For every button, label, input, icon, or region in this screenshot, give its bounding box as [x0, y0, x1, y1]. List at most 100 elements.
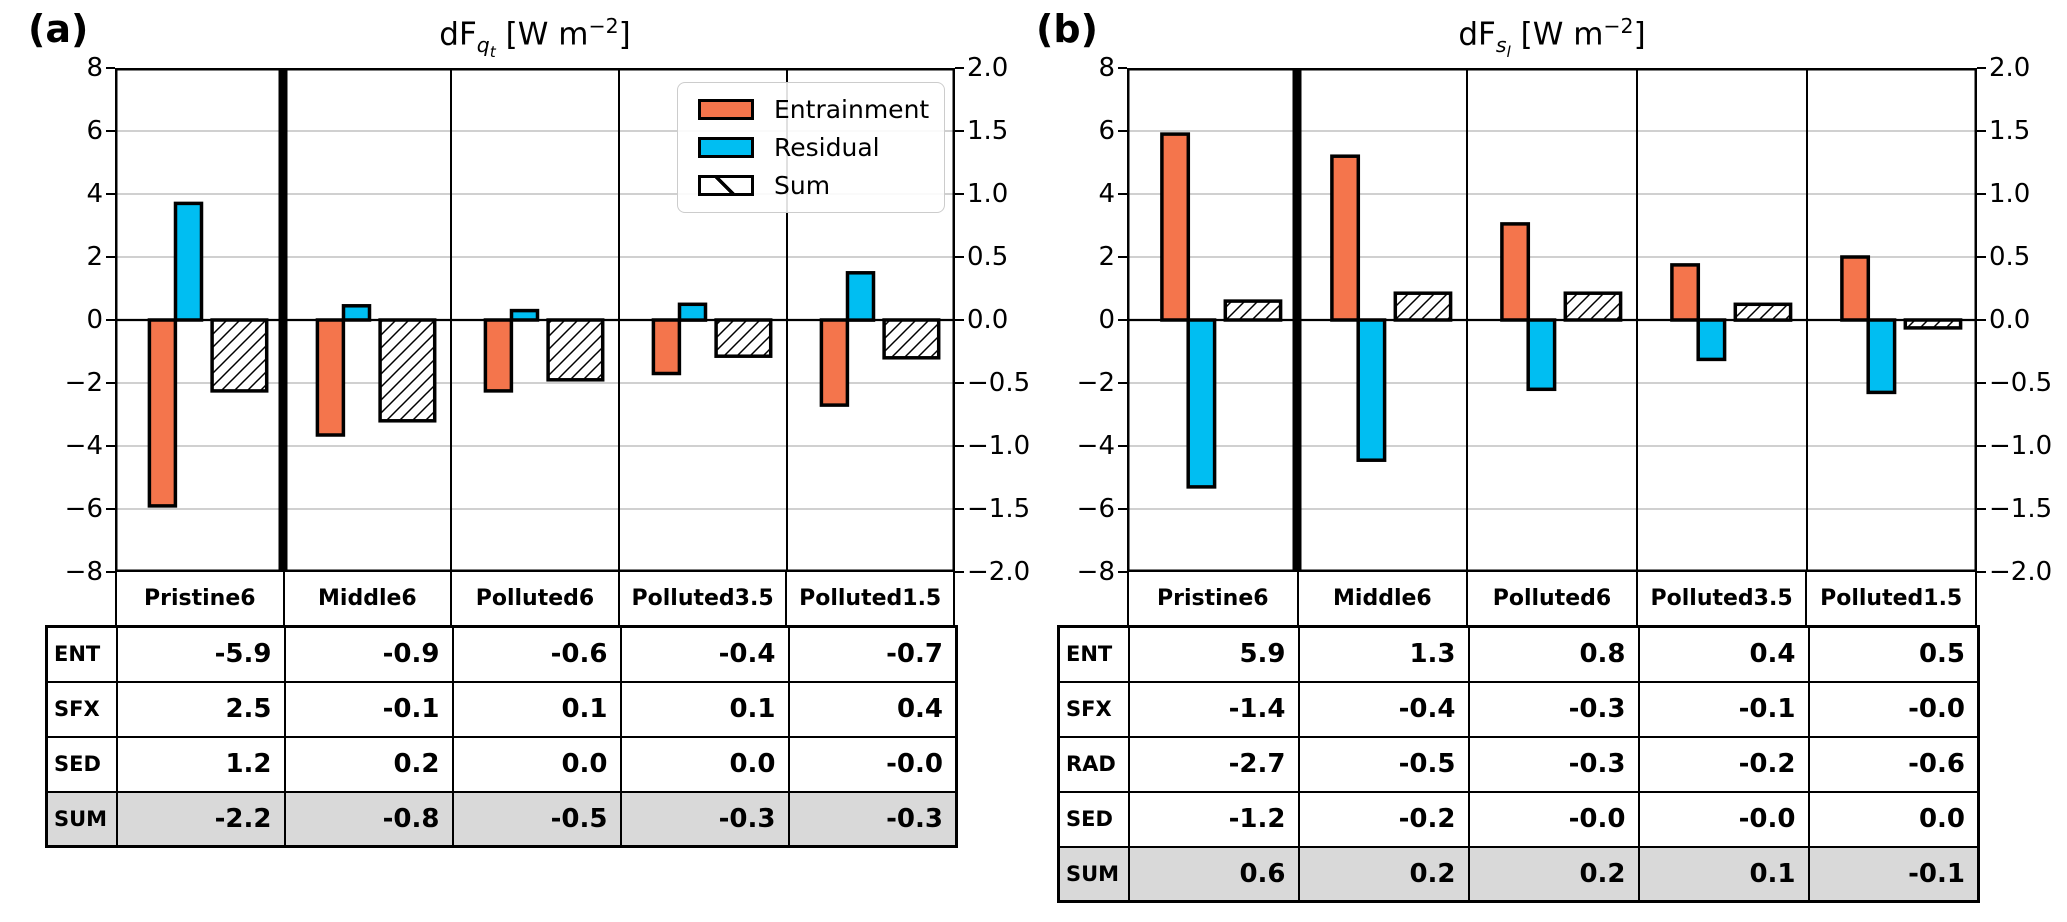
y-axis-tick-label-right: 0.5	[967, 242, 1009, 272]
category-label-polluted3.5: Polluted3.5	[1638, 572, 1808, 625]
value-cell-sum-middle6: -0.8	[283, 790, 454, 848]
title-units: [W m	[1510, 16, 1604, 53]
category-label-middle6: Middle6	[1299, 572, 1469, 625]
category-label-polluted6: Polluted6	[1468, 572, 1638, 625]
y-axis-tick-label-right: −1.5	[1989, 494, 2053, 524]
column-separator	[1466, 68, 1468, 572]
plot-frame	[115, 68, 955, 572]
category-label-polluted6: Polluted6	[452, 572, 620, 625]
bar-residual-polluted1.5	[845, 271, 876, 322]
title-exponent: −2	[588, 14, 619, 38]
y-axis-tick-mark	[955, 571, 964, 573]
y-axis-tick-label-right: 0.0	[1989, 305, 2031, 335]
y-axis-tick-label-right: −1.0	[1989, 431, 2053, 461]
value-cell-sed-polluted6: -0.0	[1467, 790, 1640, 848]
row-label: SFX	[1057, 680, 1130, 738]
y-axis-tick-label-left: 2	[86, 242, 103, 272]
value-cell-sfx-polluted3.5: 0.1	[619, 680, 790, 738]
bar-entrainment-polluted6	[1500, 222, 1531, 322]
y-axis-tick-label-left: 8	[1098, 53, 1115, 83]
bar-entrainment-polluted3.5	[651, 318, 682, 376]
value-cell-ent-polluted1.5: 0.5	[1807, 625, 1980, 683]
y-axis-tick-mark	[106, 445, 115, 447]
bar-residual-pristine6	[1186, 318, 1217, 489]
legend-item-residual: Residual	[698, 133, 934, 162]
bar-sum-polluted3.5-hatch	[1735, 304, 1791, 321]
y-axis-tick-label-right: 1.0	[967, 179, 1009, 209]
y-axis-tick-label-left: −4	[64, 431, 103, 461]
row-label: SUM	[1057, 845, 1130, 903]
column-separator	[1806, 68, 1808, 572]
panel-b-label: (b)	[1036, 7, 1098, 51]
title-sub: s	[1495, 32, 1507, 57]
bar-entrainment-polluted1.5	[819, 318, 850, 407]
y-axis-tick-label-left: −2	[1076, 368, 1115, 398]
value-cell-sfx-pristine6: 2.5	[115, 680, 286, 738]
bar-residual-polluted1.5	[1866, 318, 1897, 395]
category-label-polluted3.5: Polluted3.5	[620, 572, 788, 625]
bar-sum-polluted1.5-hatch	[884, 320, 939, 358]
value-cell-sum-middle6: 0.2	[1297, 845, 1470, 903]
y-axis-tick-label-left: 4	[1098, 179, 1115, 209]
bar-residual-pristine6	[173, 201, 204, 322]
y-axis-tick-mark	[106, 571, 115, 573]
value-cell-sed-polluted3.5: 0.0	[619, 735, 790, 793]
value-cell-sed-pristine6: -1.2	[1127, 790, 1300, 848]
value-cell-ent-polluted3.5: 0.4	[1637, 625, 1810, 683]
value-cell-sfx-polluted1.5: -0.0	[1807, 680, 1980, 738]
title-exponent: −2	[1603, 14, 1634, 38]
value-cell-sum-polluted6: 0.2	[1467, 845, 1640, 903]
table-row-sed: SED -1.2 -0.2 -0.0 -0.0 0.0	[1057, 790, 1980, 848]
y-axis-tick-mark	[1977, 382, 1986, 384]
value-cell-sed-polluted1.5: -0.0	[787, 735, 958, 793]
y-axis-tick-label-left: 6	[1098, 116, 1115, 146]
y-axis-tick-mark	[1977, 571, 1986, 573]
y-axis-tick-mark	[955, 319, 964, 321]
column-separator	[1636, 68, 1638, 572]
y-axis-tick-mark	[1118, 445, 1127, 447]
y-axis-tick-label-right: 2.0	[967, 53, 1009, 83]
y-axis-tick-mark	[1118, 193, 1127, 195]
value-cell-ent-polluted3.5: -0.4	[619, 625, 790, 683]
y-axis-tick-label-left: −2	[64, 368, 103, 398]
y-axis-tick-mark	[1118, 256, 1127, 258]
value-cell-sed-polluted6: 0.0	[451, 735, 622, 793]
residual-swatch-icon	[698, 136, 754, 158]
category-label-polluted1.5: Polluted1.5	[1820, 586, 1963, 611]
value-cell-sed-pristine6: 1.2	[115, 735, 286, 793]
y-axis-tick-label-right: 0.0	[967, 305, 1009, 335]
bar-chart-b	[1127, 68, 1977, 572]
title-subsub: l	[1506, 42, 1511, 61]
y-axis-tick-mark	[1977, 193, 1986, 195]
legend-label: Entrainment	[774, 95, 930, 125]
bar-entrainment-pristine6	[147, 318, 178, 508]
value-cell-sum-polluted3.5: 0.1	[1637, 845, 1810, 903]
y-axis-tick-label-left: 8	[86, 53, 103, 83]
value-cell-rad-pristine6: -2.7	[1127, 735, 1300, 793]
row-label: SED	[1057, 790, 1130, 848]
title-base: dF	[439, 16, 477, 53]
y-axis-tick-label-left: −8	[64, 557, 103, 587]
value-cell-sfx-polluted6: -0.3	[1467, 680, 1640, 738]
y-axis-tick-label-right: 1.5	[1989, 116, 2031, 146]
row-label: ENT	[45, 625, 118, 683]
bar-entrainment-pristine6	[1160, 132, 1191, 322]
row-label: SUM	[45, 790, 118, 848]
column-separator	[450, 68, 452, 572]
y-axis-tick-label-right: 1.5	[967, 116, 1009, 146]
bar-sum-polluted6-hatch	[548, 320, 603, 380]
y-axis-tick-mark	[955, 508, 964, 510]
y-axis-tick-label-right: −2.0	[967, 557, 1031, 587]
value-cell-rad-polluted6: -0.3	[1467, 735, 1640, 793]
title-subsub: t	[489, 42, 496, 61]
y-axis-tick-label-right: 0.5	[1989, 242, 2031, 272]
entrainment-swatch-icon	[698, 99, 754, 121]
y-axis-tick-label-left: −6	[64, 494, 103, 524]
value-cell-sed-middle6: -0.2	[1297, 790, 1470, 848]
y-axis-tick-label-left: −8	[1076, 557, 1115, 587]
y-axis-tick-mark	[955, 445, 964, 447]
bar-sum-polluted3.5-hatch	[716, 320, 771, 357]
y-axis-tick-mark	[106, 256, 115, 258]
bar-sum-middle6-hatch	[380, 320, 435, 421]
